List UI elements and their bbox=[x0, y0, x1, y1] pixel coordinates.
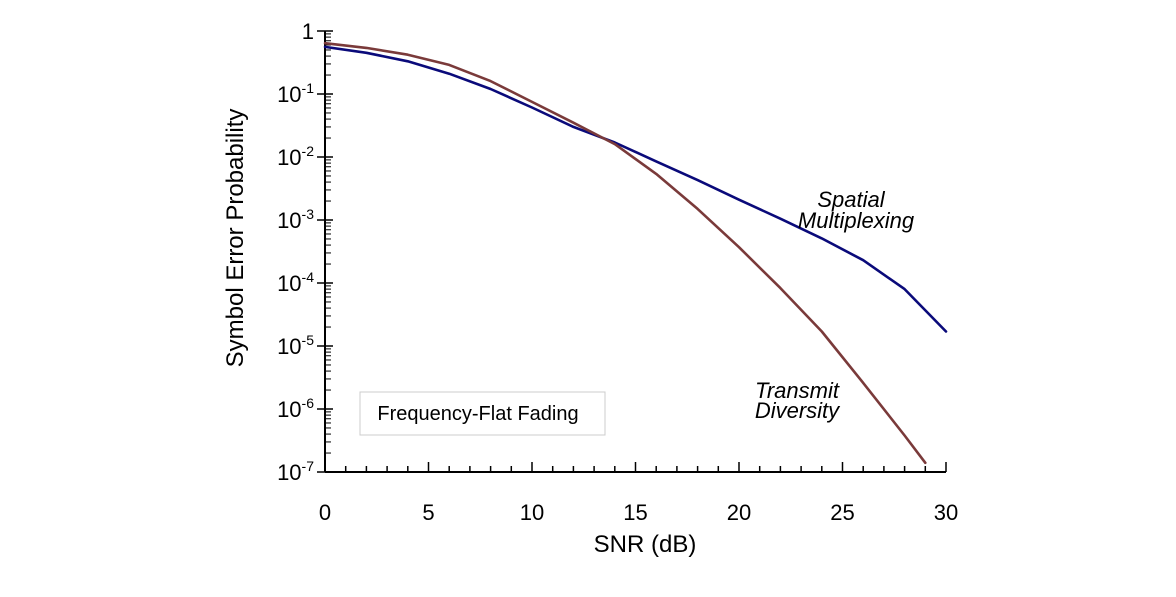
x-tick-label: 30 bbox=[934, 500, 958, 525]
x-axis-title: SNR (dB) bbox=[594, 531, 697, 558]
series-line-spatial-multiplexing bbox=[323, 45, 948, 333]
annotation-transmit-diversity: Transmit Diversity bbox=[755, 378, 841, 423]
svg-text:Transmit: Transmit bbox=[755, 378, 840, 403]
y-tick-label: 10-2 bbox=[277, 143, 314, 170]
series-lines bbox=[323, 41, 948, 465]
annotation-spatial-multiplexing: Spatial Multiplexing bbox=[798, 187, 915, 233]
y-axis-title: Symbol Error Probability bbox=[222, 109, 249, 368]
y-tick-label: 1 bbox=[302, 19, 314, 44]
y-tick-label: 10-6 bbox=[277, 395, 314, 422]
x-tick-label: 20 bbox=[727, 500, 751, 525]
x-tick-label: 5 bbox=[422, 500, 434, 525]
y-tick-label: 10-4 bbox=[277, 269, 314, 296]
svg-text:Multiplexing: Multiplexing bbox=[798, 208, 915, 233]
y-tick-label: 10-1 bbox=[277, 80, 314, 107]
svg-text:Diversity: Diversity bbox=[755, 398, 841, 423]
y-tick-label: 10-7 bbox=[277, 458, 314, 485]
x-tick-label: 25 bbox=[830, 500, 854, 525]
y-tick-label: 10-3 bbox=[277, 206, 314, 233]
tick-labels: 0 5 10 15 20 25 30 1 10-1 10-2 10-3 10-4 10-5 10-6 10-… bbox=[277, 19, 958, 525]
svg-text:Frequency-Flat Fading: Frequency-Flat Fading bbox=[377, 403, 578, 425]
x-tick-label: 0 bbox=[319, 500, 331, 525]
series-line-transmit-diversity bbox=[323, 41, 927, 465]
legend-box: Frequency-Flat Fading bbox=[359, 391, 606, 436]
svg-text:Spatial: Spatial bbox=[817, 187, 885, 212]
x-tick-label: 10 bbox=[520, 500, 544, 525]
ticks bbox=[317, 30, 947, 473]
x-tick-label: 15 bbox=[623, 500, 647, 525]
y-tick-label: 10-5 bbox=[277, 332, 314, 359]
